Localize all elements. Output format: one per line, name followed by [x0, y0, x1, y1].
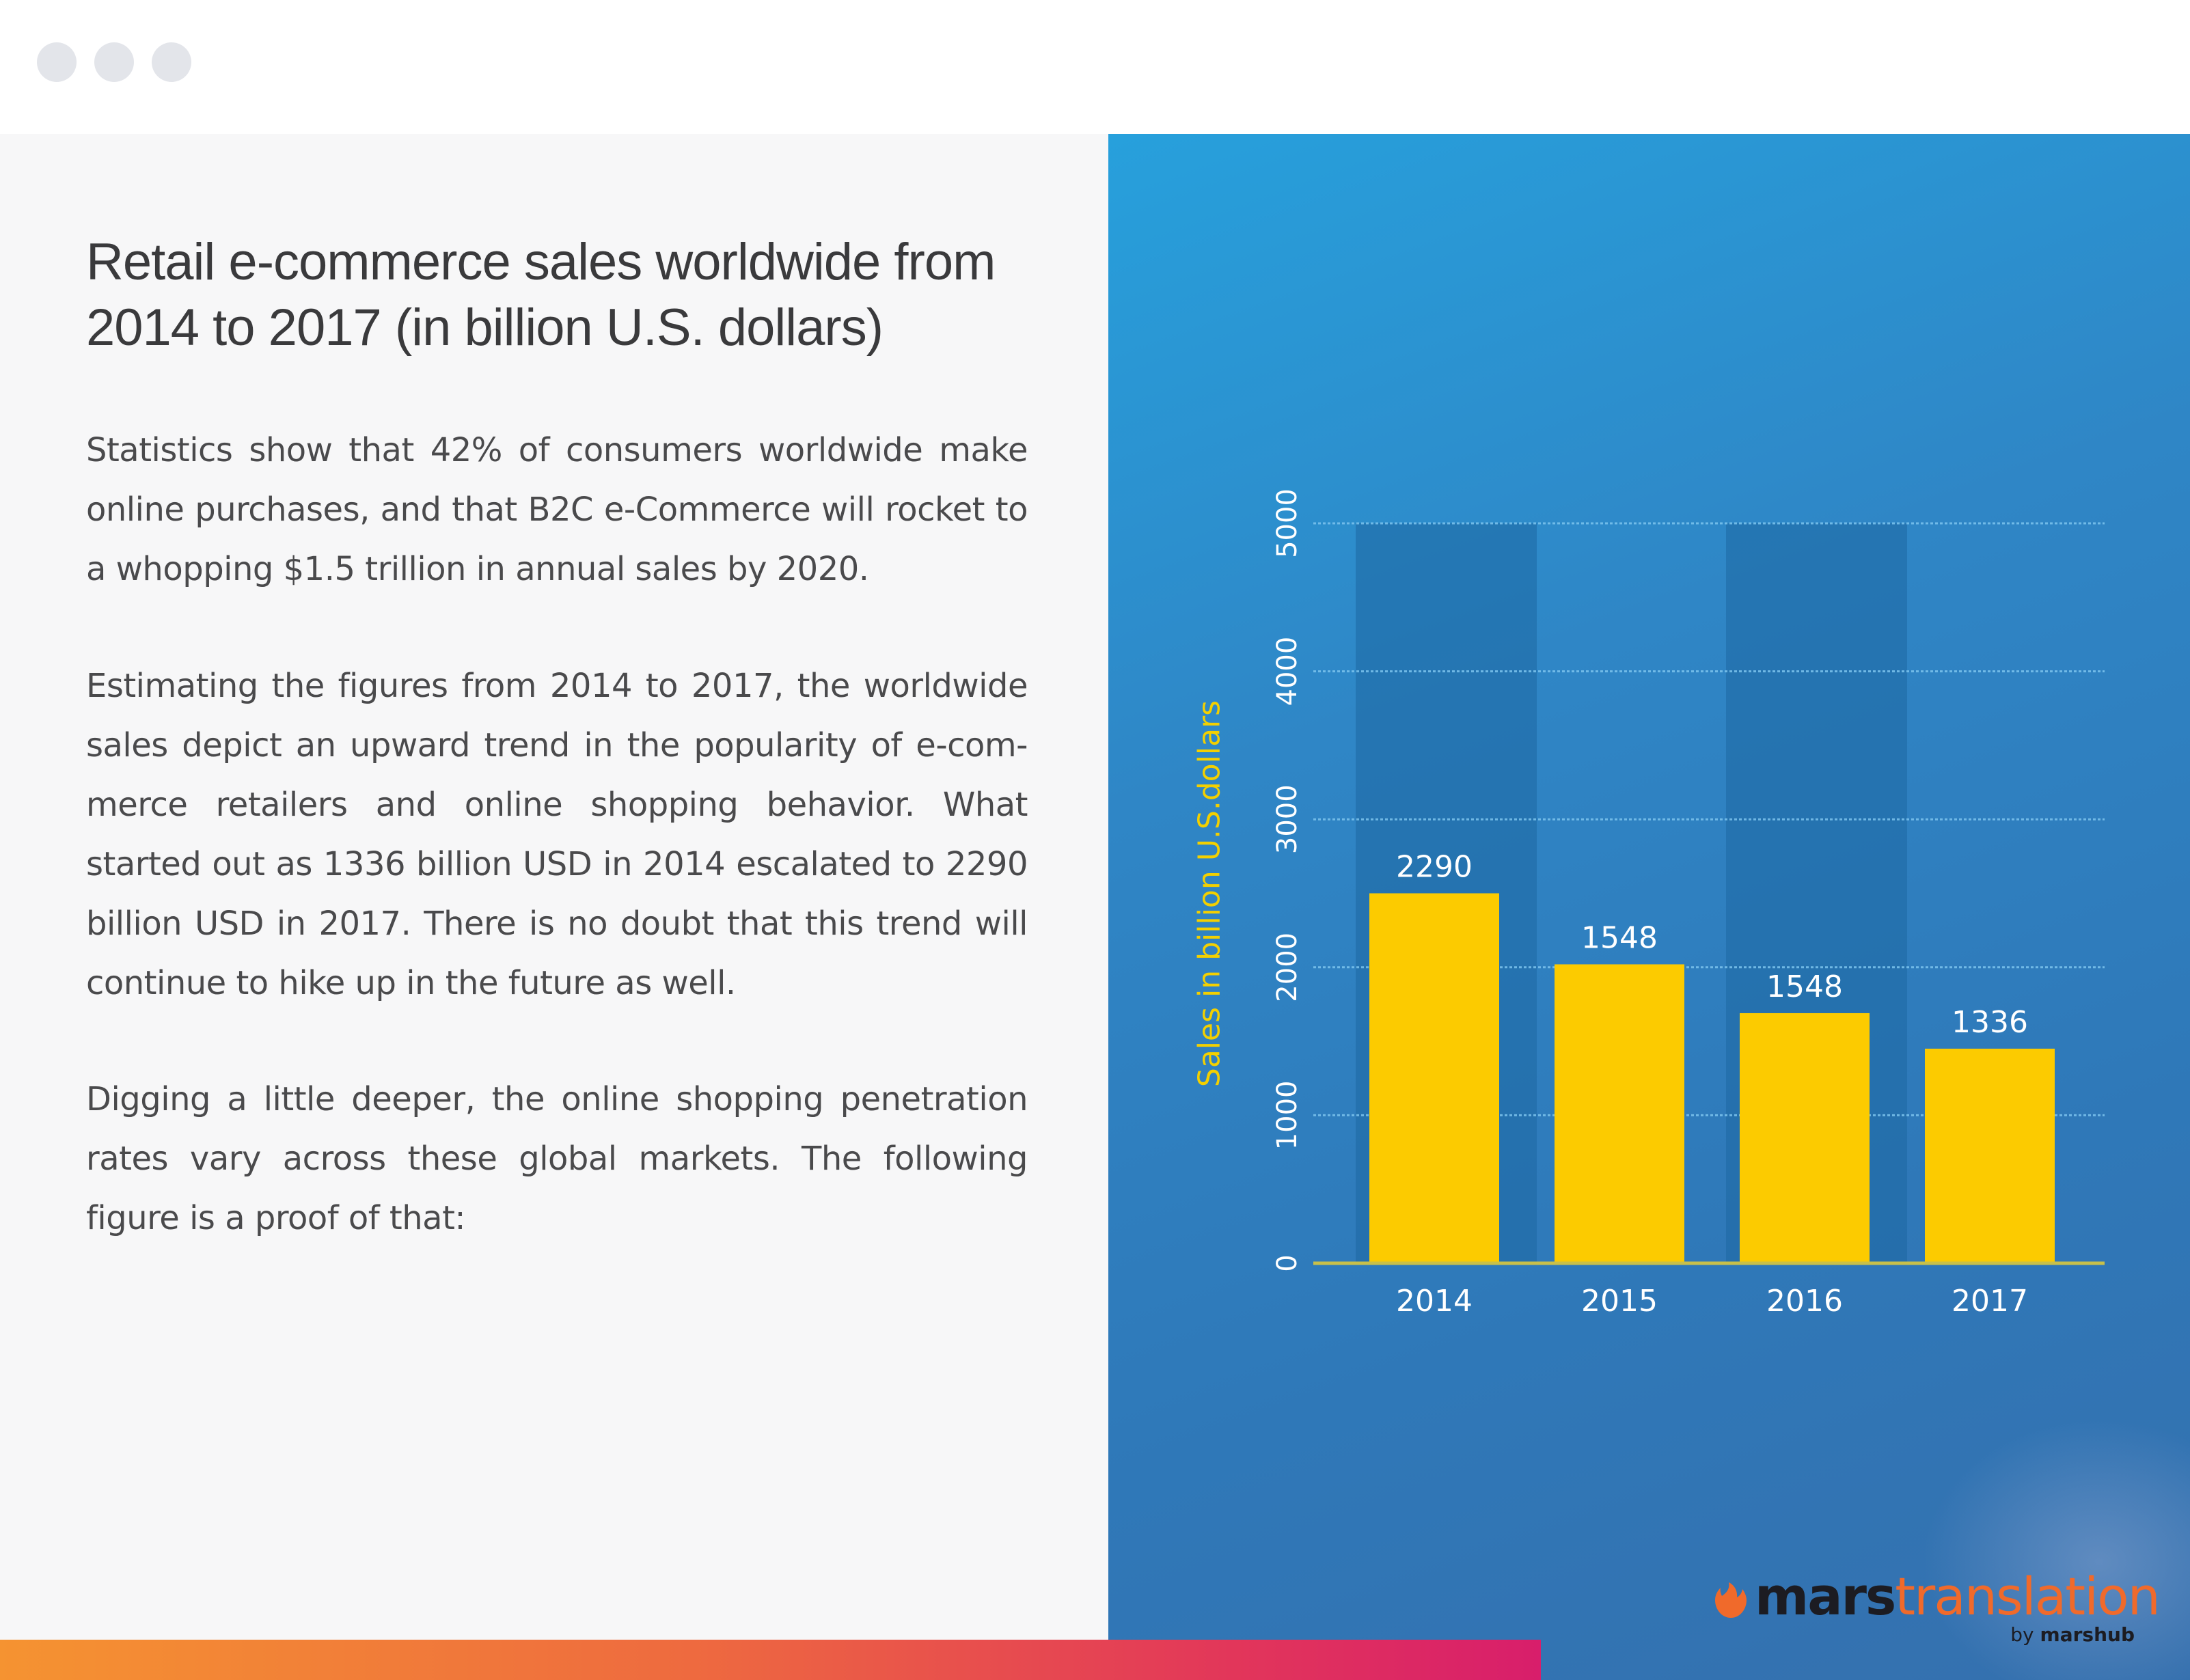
brand-name-part2: translation [1895, 1566, 2161, 1627]
y-tick-label: 0 [1272, 1254, 1303, 1271]
brand-wordmark: marstranslation [1755, 1566, 2161, 1627]
flame-icon [1715, 1582, 1747, 1618]
bars [1369, 893, 2055, 1263]
y-axis-ticks: 0 1000 2000 3000 4000 5000 [1272, 488, 1303, 1272]
y-axis-label: Sales in billion U.S.dollars [1192, 700, 1227, 1087]
bar-2014 [1369, 893, 1499, 1263]
x-tick-label: 2016 [1766, 1284, 1843, 1319]
x-tick-label: 2015 [1581, 1284, 1658, 1319]
bar-2017 [1925, 1048, 2055, 1263]
x-tick-label: 2017 [1952, 1284, 2028, 1319]
article-title: Retail e-commerce sales worldwide from 2… [86, 233, 996, 357]
data-label: 2290 [1396, 850, 1473, 885]
bar-2016 [1740, 1013, 1870, 1263]
accent-bar [0, 1640, 1541, 1680]
y-tick-label: 5000 [1272, 488, 1303, 558]
brand-byline: by marshub [2010, 1623, 2135, 1646]
sales-bar-chart: 0 1000 2000 3000 4000 5000 2014 2015 2016 2017 2… [1192, 488, 2105, 1319]
window-close-button[interactable] [37, 42, 77, 82]
article-paragraph-1: Statistics show that 42% of consumers wo… [86, 431, 1028, 588]
data-label: 1548 [1766, 969, 1843, 1004]
bar-2015 [1555, 964, 1684, 1263]
data-label: 1548 [1581, 920, 1658, 955]
y-tick-label: 3000 [1272, 784, 1303, 854]
article-paragraph-3: Digging a little deeper, the online shop… [86, 1080, 1028, 1237]
data-labels: 2290 1548 1548 1336 [1396, 850, 2028, 1040]
x-axis-ticks: 2014 2015 2016 2017 [1396, 1284, 2028, 1319]
brand-by-name: marshub [2040, 1623, 2135, 1646]
article-paragraph-2: Estimating the figures from 2014 to 2017… [86, 667, 1028, 1002]
brand-by-prefix: by [2010, 1623, 2040, 1646]
brand-name-part1: mars [1755, 1566, 1896, 1627]
y-tick-label: 1000 [1272, 1081, 1303, 1151]
window-titlebar [0, 0, 2190, 134]
y-tick-label: 4000 [1272, 637, 1303, 706]
window-minimize-button[interactable] [94, 42, 134, 82]
y-tick-label: 2000 [1272, 933, 1303, 1002]
brand-logo[interactable]: marstranslation by marshub [1711, 1566, 2161, 1646]
x-tick-label: 2014 [1396, 1284, 1473, 1319]
chart-panel: 0 1000 2000 3000 4000 5000 2014 2015 2016 2017 2… [1108, 134, 2190, 1680]
window-maximize-button[interactable] [152, 42, 191, 82]
data-label: 1336 [1952, 1005, 2028, 1040]
article-panel: Retail e-commerce sales worldwide from 2… [0, 134, 1108, 1640]
